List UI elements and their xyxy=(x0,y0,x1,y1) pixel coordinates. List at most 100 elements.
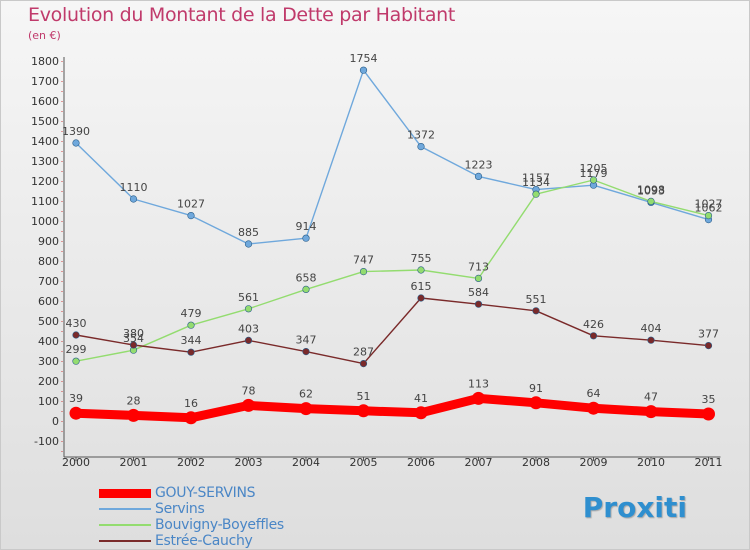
data-label: 1110 xyxy=(120,181,148,194)
data-point xyxy=(184,411,198,425)
y-tick-label: 700 xyxy=(38,275,59,288)
data-point xyxy=(302,285,310,294)
legend-swatch xyxy=(99,508,151,510)
y-tick-label: 600 xyxy=(38,295,59,308)
chart-subtitle: (en €) xyxy=(28,29,61,42)
data-label: 561 xyxy=(238,291,259,304)
chart-title: Evolution du Montant de la Dette par Hab… xyxy=(28,4,456,26)
y-tick-label: 1400 xyxy=(31,135,59,148)
x-tick-label: 2002 xyxy=(177,456,205,469)
data-point xyxy=(704,342,713,350)
data-label: 287 xyxy=(353,346,374,359)
y-tick-label: 1100 xyxy=(31,195,59,208)
data-point xyxy=(529,396,543,410)
y-tick-label: 1300 xyxy=(31,155,59,168)
data-point xyxy=(647,336,655,344)
data-label: 1098 xyxy=(637,183,665,196)
data-point xyxy=(474,300,483,308)
data-point xyxy=(72,357,80,365)
data-label: 914 xyxy=(296,220,317,233)
data-point xyxy=(417,143,425,151)
data-point xyxy=(299,402,313,416)
data-point xyxy=(72,139,80,147)
data-label: 1754 xyxy=(350,52,378,65)
data-point xyxy=(474,172,483,180)
data-point xyxy=(532,190,540,198)
data-label: 377 xyxy=(698,328,719,341)
legend-label: Estrée-Cauchy xyxy=(155,533,253,549)
data-label: 1205 xyxy=(580,162,608,175)
y-tick-label: 800 xyxy=(38,255,59,268)
legend-swatch xyxy=(99,540,151,542)
series-line xyxy=(75,179,710,362)
y-tick-label: 1800 xyxy=(31,55,59,68)
y-tick-label: 500 xyxy=(38,315,59,328)
data-label: 347 xyxy=(296,334,317,347)
y-tick-label: 300 xyxy=(38,355,59,368)
y-tick-label: 1700 xyxy=(31,75,59,88)
data-point xyxy=(359,360,368,368)
data-label: 1223 xyxy=(465,158,493,171)
x-tick-label: 2011 xyxy=(695,456,723,469)
data-point xyxy=(532,307,540,315)
data-label: 430 xyxy=(66,317,87,330)
data-point xyxy=(302,348,310,356)
y-tick-label: 200 xyxy=(38,375,59,388)
y-tick-label: 1200 xyxy=(31,175,59,188)
data-label: 885 xyxy=(238,226,259,239)
data-label: 41 xyxy=(414,392,428,405)
data-label: 1027 xyxy=(177,198,205,211)
data-label: 426 xyxy=(583,318,604,331)
data-point xyxy=(72,331,80,339)
proxiti-logo: Proxiti xyxy=(582,491,687,524)
data-point xyxy=(644,405,658,419)
data-label: 1134 xyxy=(522,176,550,189)
data-label: 404 xyxy=(641,322,662,335)
legend-swatch xyxy=(99,524,151,526)
y-tick-label: -100 xyxy=(34,435,59,448)
y-tick-label: 400 xyxy=(38,335,59,348)
data-label: 344 xyxy=(181,334,202,347)
data-point xyxy=(357,404,370,418)
x-tick-label: 2010 xyxy=(637,456,665,469)
data-point xyxy=(127,408,140,422)
y-tick-label: 1600 xyxy=(31,95,59,108)
data-point xyxy=(417,294,425,302)
data-point xyxy=(242,398,255,412)
data-label: 78 xyxy=(242,384,256,397)
data-point xyxy=(302,234,310,242)
data-label: 91 xyxy=(529,382,543,395)
legend-label: Bouvigny-Boyeffles xyxy=(155,517,284,533)
y-tick-label: 1500 xyxy=(31,115,59,128)
data-point xyxy=(244,305,253,313)
data-label: 755 xyxy=(411,252,432,265)
x-tick-label: 2004 xyxy=(292,456,320,469)
y-tick-label: 900 xyxy=(38,235,59,248)
data-label: 713 xyxy=(468,260,489,273)
x-tick-label: 2001 xyxy=(120,456,148,469)
data-label: 28 xyxy=(127,394,141,407)
data-label: 35 xyxy=(702,393,716,406)
data-point xyxy=(704,212,713,220)
data-point xyxy=(187,321,195,329)
data-label: 299 xyxy=(66,343,87,356)
data-label: 747 xyxy=(353,254,374,267)
data-point xyxy=(244,336,253,345)
data-label: 39 xyxy=(69,392,83,405)
data-label: 1179 xyxy=(580,167,608,180)
data-point xyxy=(244,240,253,248)
legend-label: GOUY-SERVINS xyxy=(155,485,256,501)
data-label: 584 xyxy=(468,286,489,299)
x-tick-label: 2008 xyxy=(522,456,550,469)
data-point xyxy=(417,266,425,274)
data-label: 64 xyxy=(587,387,601,400)
data-point xyxy=(589,176,598,184)
x-tick-label: 2007 xyxy=(465,456,493,469)
data-label: 380 xyxy=(123,327,144,340)
x-tick-label: 2009 xyxy=(580,456,608,469)
series-line xyxy=(71,393,713,423)
data-point xyxy=(129,195,138,203)
data-point xyxy=(359,66,368,74)
data-point xyxy=(359,268,368,276)
